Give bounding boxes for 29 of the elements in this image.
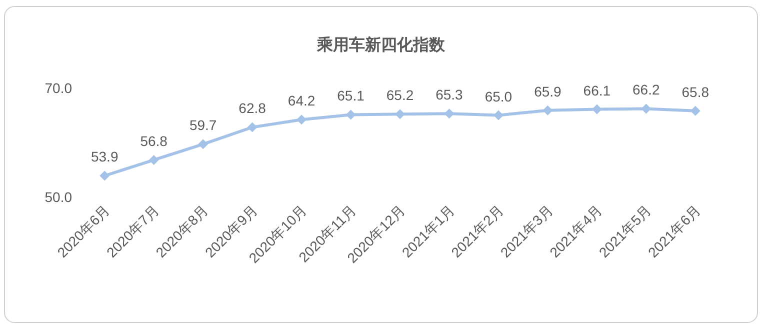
data-label: 53.9 (90, 148, 118, 165)
y-tick-label: 50.0 (44, 189, 72, 205)
point (493, 110, 504, 120)
point (690, 106, 700, 116)
data-label: 65.8 (682, 84, 710, 100)
data-label: 65.9 (534, 83, 562, 100)
point (148, 154, 159, 165)
y-tick-label: 70.0 (44, 80, 72, 96)
data-label: 65.3 (436, 86, 464, 103)
data-label: 62.8 (238, 100, 266, 116)
point (100, 170, 110, 181)
data-label: 56.8 (140, 132, 168, 149)
point (641, 104, 652, 114)
point (346, 110, 356, 120)
point (198, 139, 208, 150)
point (444, 108, 454, 119)
point (247, 122, 258, 132)
data-label: 64.2 (288, 92, 316, 109)
chart-title: 乘用车新四化指数 (316, 36, 446, 54)
point (296, 114, 307, 125)
data-label: 65.0 (484, 88, 512, 104)
data-label: 59.7 (189, 117, 217, 134)
data-label: 65.2 (386, 87, 414, 104)
data-label: 65.1 (337, 88, 365, 104)
point (395, 109, 405, 120)
data-label: 66.1 (583, 82, 611, 98)
data-label: 66.2 (632, 82, 660, 98)
point (542, 105, 553, 116)
point (592, 104, 602, 114)
